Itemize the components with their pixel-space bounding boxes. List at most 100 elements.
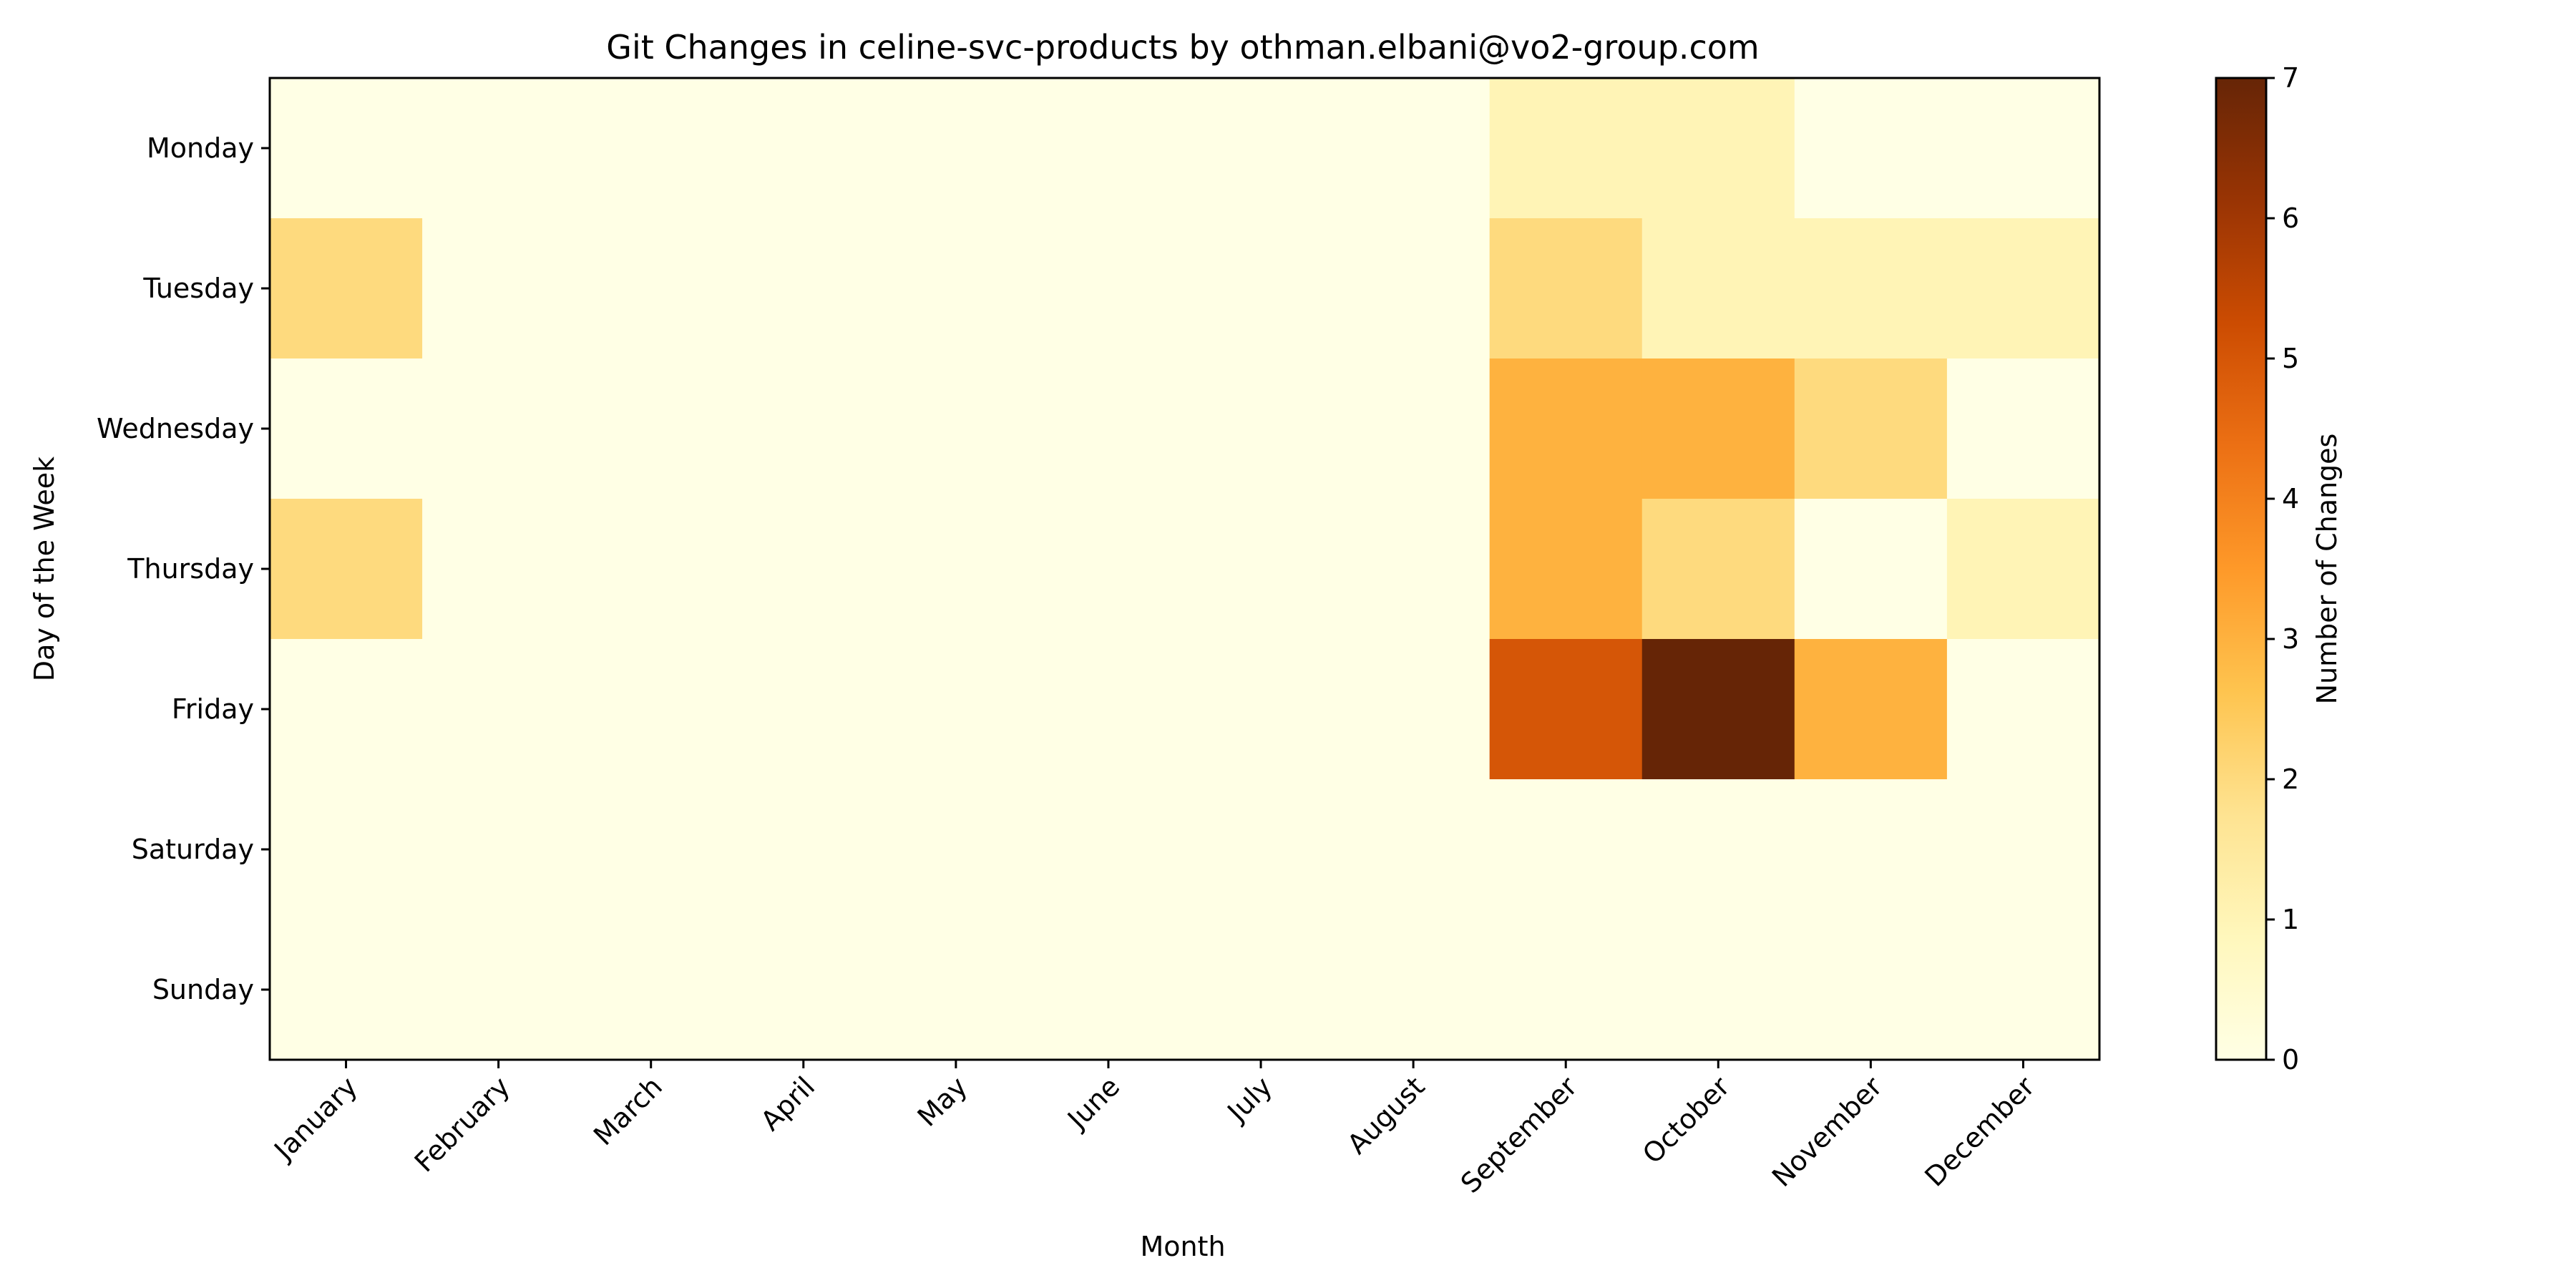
heatmap-cell-friday-december: [1946, 639, 2100, 780]
heatmap-cell-friday-august: [1337, 639, 1491, 780]
heatmap-cell-monday-may: [879, 78, 1033, 219]
colorbar-tick-label: 2: [2282, 763, 2299, 795]
heatmap-cells: [270, 78, 2100, 1060]
colorbar-tick-label: 6: [2282, 203, 2299, 234]
heatmap-cell-wednesday-september: [1489, 358, 1643, 499]
x-tick-label-may: May: [912, 1070, 974, 1133]
heatmap-cell-thursday-august: [1337, 499, 1491, 640]
heatmap-cell-thursday-january: [270, 499, 423, 640]
heatmap-cell-saturday-december: [1946, 779, 2100, 920]
heatmap-cell-saturday-june: [1032, 779, 1186, 920]
heatmap-cell-monday-june: [1032, 78, 1186, 219]
heatmap-cell-sunday-november: [1794, 919, 1948, 1060]
colorbar-tick-label: 5: [2282, 343, 2299, 374]
heatmap-cell-sunday-october: [1641, 919, 1795, 1060]
heatmap-cell-thursday-march: [575, 499, 728, 640]
x-tick-label-august: August: [1341, 1070, 1430, 1160]
colorbar-tick-label: 7: [2282, 62, 2299, 94]
heatmap-cell-thursday-october: [1641, 499, 1795, 640]
heatmap-cell-saturday-august: [1337, 779, 1491, 920]
heatmap-cell-friday-july: [1184, 639, 1338, 780]
y-tick-label-monday: Monday: [147, 132, 254, 164]
heatmap-cell-friday-november: [1794, 639, 1948, 780]
heatmap-cell-sunday-september: [1489, 919, 1643, 1060]
x-tick-label-november: November: [1766, 1070, 1888, 1193]
heatmap-cell-wednesday-april: [727, 358, 880, 499]
heatmap-cell-wednesday-march: [575, 358, 728, 499]
heatmap-cell-sunday-january: [270, 919, 423, 1060]
heatmap-cell-monday-july: [1184, 78, 1338, 219]
heatmap-cell-sunday-march: [575, 919, 728, 1060]
heatmap-cell-tuesday-july: [1184, 218, 1338, 359]
heatmap-cell-wednesday-february: [422, 358, 575, 499]
heatmap-cell-saturday-october: [1641, 779, 1795, 920]
heatmap-cell-friday-january: [270, 639, 423, 780]
y-axis-label: Day of the Week: [29, 457, 60, 681]
heatmap-cell-sunday-december: [1946, 919, 2100, 1060]
heatmap-cell-sunday-august: [1337, 919, 1491, 1060]
heatmap-cell-friday-october: [1641, 639, 1795, 780]
colorbar-label: Number of Changes: [2311, 434, 2343, 705]
x-tick-label-april: April: [755, 1070, 821, 1137]
heatmap-cell-friday-june: [1032, 639, 1186, 780]
x-tick-label-june: June: [1060, 1070, 1126, 1136]
heatmap-cell-monday-september: [1489, 78, 1643, 219]
x-tick-label-march: March: [587, 1070, 668, 1151]
heatmap-cell-tuesday-may: [879, 218, 1033, 359]
x-tick-label-december: December: [1918, 1070, 2041, 1193]
heatmap-cell-sunday-april: [727, 919, 880, 1060]
heatmap-cell-thursday-june: [1032, 499, 1186, 640]
heatmap-cell-wednesday-june: [1032, 358, 1186, 499]
heatmap-cell-sunday-june: [1032, 919, 1186, 1060]
heatmap-cell-saturday-may: [879, 779, 1033, 920]
heatmap-cell-friday-march: [575, 639, 728, 780]
y-axis-ticks: Monday Tuesday Wednesday Thursday Friday Satu…: [97, 132, 270, 1005]
heatmap-cell-thursday-april: [727, 499, 880, 640]
heatmap-cell-friday-may: [879, 639, 1033, 780]
heatmap-cell-monday-april: [727, 78, 880, 219]
heatmap-cell-wednesday-may: [879, 358, 1033, 499]
heatmap-cell-saturday-january: [270, 779, 423, 920]
heatmap-cell-monday-november: [1794, 78, 1948, 219]
heatmap-cell-monday-august: [1337, 78, 1491, 219]
heatmap-cell-thursday-november: [1794, 499, 1948, 640]
heatmap-cell-thursday-july: [1184, 499, 1338, 640]
x-tick-label-january: January: [268, 1070, 364, 1166]
heatmap-cell-tuesday-november: [1794, 218, 1948, 359]
heatmap-cell-saturday-july: [1184, 779, 1338, 920]
heatmap-cell-wednesday-july: [1184, 358, 1338, 499]
colorbar-tick-label: 4: [2282, 483, 2299, 514]
y-tick-label-friday: Friday: [172, 693, 254, 725]
heatmap-cell-tuesday-february: [422, 218, 575, 359]
heatmap-cell-saturday-september: [1489, 779, 1643, 920]
heatmap-cell-monday-february: [422, 78, 575, 219]
heatmap-cell-wednesday-august: [1337, 358, 1491, 499]
heatmap-cell-wednesday-december: [1946, 358, 2100, 499]
x-axis-label: Month: [1140, 1231, 1225, 1262]
colorbar-tick-label: 0: [2282, 1044, 2299, 1075]
heatmap-cell-saturday-march: [575, 779, 728, 920]
heatmap-cell-tuesday-december: [1946, 218, 2100, 359]
heatmap-cell-monday-january: [270, 78, 423, 219]
heatmap-cell-monday-december: [1946, 78, 2100, 219]
heatmap-cell-thursday-september: [1489, 499, 1643, 640]
x-axis-ticks: January February March April May June July Augu…: [268, 1060, 2041, 1199]
colorbar-tick-label: 3: [2282, 623, 2299, 655]
heatmap-cell-saturday-april: [727, 779, 880, 920]
heatmap-cell-saturday-november: [1794, 779, 1948, 920]
colorbar-tick-label: 1: [2282, 904, 2299, 935]
heatmap-cell-tuesday-october: [1641, 218, 1795, 359]
y-tick-label-saturday: Saturday: [132, 834, 254, 865]
heatmap-cell-tuesday-june: [1032, 218, 1186, 359]
heatmap-cell-monday-march: [575, 78, 728, 219]
heatmap-cell-sunday-february: [422, 919, 575, 1060]
heatmap-cell-thursday-december: [1946, 499, 2100, 640]
x-tick-label-september: September: [1455, 1070, 1584, 1199]
x-tick-label-july: July: [1221, 1070, 1279, 1128]
x-tick-label-february: February: [409, 1070, 516, 1178]
colorbar: [2215, 77, 2268, 1061]
heatmap-cell-tuesday-august: [1337, 218, 1491, 359]
heatmap-cell-friday-september: [1489, 639, 1643, 780]
